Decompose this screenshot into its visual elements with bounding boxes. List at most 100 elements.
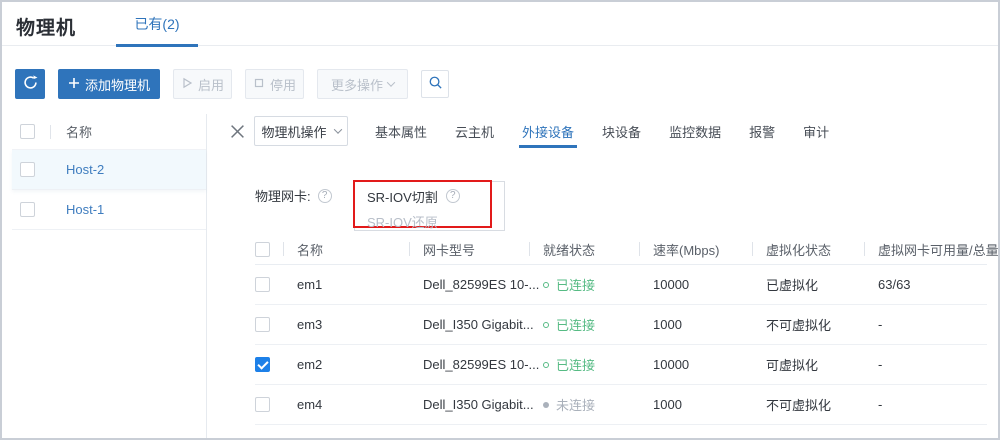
col-header-status: 就绪状态	[529, 240, 639, 259]
tab-block-devices[interactable]: 块设备	[602, 124, 642, 140]
nic-table-row[interactable]: em1 Dell_82599ES 10-... 已连接 10000 已虚拟化 6…	[255, 265, 987, 305]
col-header-name: 名称	[283, 240, 409, 259]
col-header-model: 网卡型号	[409, 240, 529, 259]
nic-table-row[interactable]: em2 Dell_82599ES 10-... 已连接 10000 可虚拟化 -	[255, 345, 987, 385]
more-actions-button[interactable]: 更多操作	[317, 69, 409, 99]
play-icon	[181, 77, 193, 92]
nic-name: em4	[297, 397, 323, 412]
nic-checkbox[interactable]	[255, 397, 270, 412]
tab-existing-hosts[interactable]: 已有(2)	[116, 2, 198, 47]
refresh-button[interactable]	[15, 69, 45, 99]
nic-status: 未连接	[543, 395, 639, 414]
nic-virtualization: 不可虚拟化	[766, 318, 832, 333]
nic-speed: 1000	[653, 397, 682, 412]
host-list-item[interactable]: Host-1	[12, 190, 206, 230]
nic-speed: 10000	[653, 277, 690, 292]
host-name-link[interactable]: Host-2	[66, 162, 105, 177]
nic-model: Dell_82599ES 10-...	[423, 277, 540, 292]
help-icon[interactable]	[445, 189, 460, 203]
physical-nic-label: 物理网卡:	[255, 189, 311, 204]
nic-status: 已连接	[543, 355, 639, 374]
tab-existing-label: 已有(2)	[134, 16, 180, 32]
nic-vf-capacity: -	[878, 357, 883, 372]
more-actions-label: 更多操作	[331, 77, 384, 93]
menu-item-sriov-restore[interactable]: SR-IOV还原	[355, 210, 490, 232]
status-dot-icon	[543, 401, 549, 408]
tab-external-devices[interactable]: 外接设备	[519, 114, 578, 148]
refresh-icon	[22, 74, 39, 94]
tab-vm-instances[interactable]: 云主机	[455, 124, 495, 140]
host-name-link[interactable]: Host-1	[66, 202, 105, 217]
nic-name: em1	[297, 277, 323, 292]
disable-button[interactable]: 停用	[245, 69, 305, 99]
nic-status: 已连接	[543, 275, 639, 294]
column-divider	[50, 124, 51, 139]
host-list-header: 名称	[12, 114, 206, 150]
search-icon	[428, 75, 443, 93]
nic-table-header: 名称 网卡型号 就绪状态 速率(Mbps) 虚拟化状态 虚拟网卡可用量/总量	[255, 234, 998, 265]
chevron-down-icon	[333, 125, 342, 134]
tab-audit[interactable]: 审计	[803, 124, 830, 140]
nic-model: Dell_I350 Gigabit...	[423, 317, 534, 332]
close-icon[interactable]	[228, 122, 246, 140]
host-checkbox[interactable]	[20, 202, 35, 217]
detail-tabs: 基本属性 云主机 外接设备 块设备 监控数据 报警 审计	[375, 114, 829, 148]
host-name-column-header: 名称	[66, 125, 93, 140]
nic-checkbox-checked[interactable]	[255, 357, 270, 372]
enable-button[interactable]: 启用	[173, 69, 233, 99]
nic-speed: 1000	[653, 317, 682, 332]
nic-checkbox[interactable]	[255, 317, 270, 332]
col-header-vf-capacity: 虚拟网卡可用量/总量	[864, 240, 998, 259]
physical-nic-section-label: 物理网卡:	[255, 186, 332, 205]
sriov-split-label: SR-IOV切割	[367, 189, 438, 205]
col-header-virtualization: 虚拟化状态	[752, 240, 864, 259]
nic-speed: 10000	[653, 357, 690, 372]
nic-virtualization: 可虚拟化	[766, 358, 819, 373]
nic-model: Dell_I350 Gigabit...	[423, 397, 534, 412]
select-all-nics-checkbox[interactable]	[255, 241, 270, 257]
nic-name: em2	[297, 357, 323, 372]
annotation-highlight-box: SR-IOV切割 SR-IOV还原	[353, 180, 492, 230]
nic-name: em3	[297, 317, 323, 332]
select-all-hosts-checkbox[interactable]	[20, 124, 35, 139]
menu-item-sriov-split[interactable]: SR-IOV切割	[355, 185, 490, 207]
plus-icon	[68, 77, 80, 92]
page-title: 物理机	[16, 18, 77, 39]
add-host-button[interactable]: 添加物理机	[58, 69, 161, 99]
tab-basic-properties[interactable]: 基本属性	[375, 124, 428, 140]
page-header: 物理机 已有(2)	[2, 2, 998, 47]
status-dot-icon	[543, 361, 549, 368]
nic-virtualization: 已虚拟化	[766, 278, 819, 293]
nic-vf-capacity: -	[878, 317, 883, 332]
nic-status: 已连接	[543, 315, 639, 334]
nic-model: Dell_82599ES 10-...	[423, 357, 540, 372]
status-dot-icon	[543, 321, 549, 328]
nic-vf-capacity: -	[878, 397, 883, 412]
host-actions-dropdown[interactable]: 物理机操作	[254, 116, 348, 146]
sriov-restore-label: SR-IOV还原	[367, 214, 438, 230]
col-header-speed: 速率(Mbps)	[639, 240, 752, 259]
nic-virtualization: 不可虚拟化	[766, 398, 832, 413]
nic-table-row[interactable]: em3 Dell_I350 Gigabit... 已连接 1000 不可虚拟化 …	[255, 305, 987, 345]
host-detail-panel: 物理机操作 基本属性 云主机 外接设备 块设备 监控数据 报警 审计 物理网卡:…	[208, 114, 998, 438]
tab-alerts[interactable]: 报警	[749, 124, 776, 140]
host-actions-label: 物理机操作	[261, 124, 327, 140]
chevron-down-icon	[386, 78, 396, 87]
tab-monitoring-data[interactable]: 监控数据	[669, 124, 722, 140]
toolbar: 添加物理机 启用 停用 更多操作	[15, 69, 450, 99]
add-host-label: 添加物理机	[85, 77, 151, 93]
nic-table-row[interactable]: em4 Dell_I350 Gigabit... 未连接 1000 不可虚拟化 …	[255, 385, 987, 425]
nic-checkbox[interactable]	[255, 277, 270, 292]
search-button[interactable]	[421, 70, 450, 98]
disable-label: 停用	[270, 77, 297, 93]
host-list-panel: 名称 Host-2 Host-1	[12, 114, 207, 438]
status-dot-icon	[543, 281, 549, 288]
detail-header: 物理机操作 基本属性 云主机 外接设备 块设备 监控数据 报警 审计	[208, 114, 998, 148]
stop-icon	[253, 77, 265, 92]
host-checkbox[interactable]	[20, 162, 35, 177]
enable-label: 启用	[198, 77, 225, 93]
help-icon[interactable]	[317, 188, 332, 203]
nic-vf-capacity: 63/63	[878, 277, 911, 292]
host-list-item[interactable]: Host-2	[12, 150, 206, 190]
